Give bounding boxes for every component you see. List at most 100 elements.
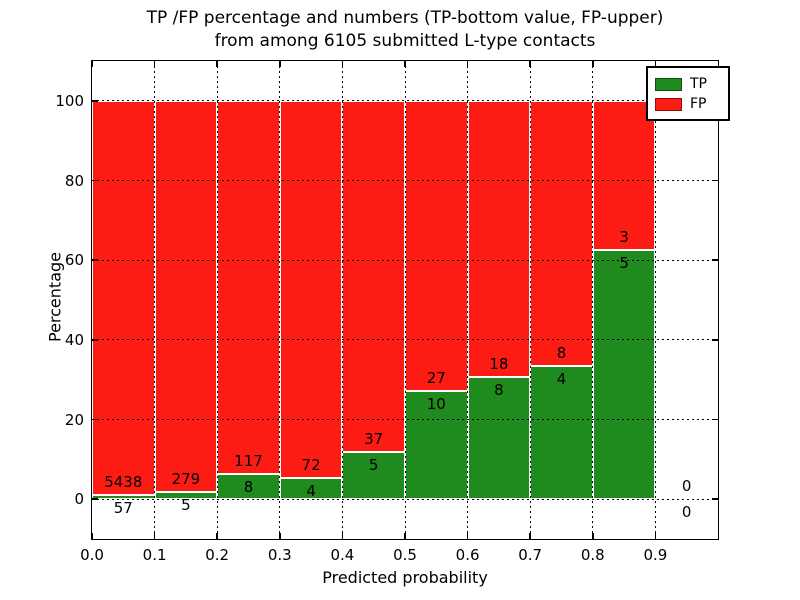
x-tick-label: 0.4 — [330, 546, 355, 564]
y-tick — [92, 259, 98, 261]
bar-segment-fp — [154, 100, 218, 493]
bar-segment-fp — [467, 100, 531, 377]
fp-count-label: 279 — [171, 470, 201, 489]
bar-segment-fp — [92, 100, 155, 496]
fp-count-label: 18 — [489, 354, 509, 373]
x-tick — [529, 533, 531, 539]
y-tick-right — [712, 259, 718, 261]
x-tick — [279, 533, 281, 539]
fp-count-label: 117 — [234, 451, 263, 470]
x-tick-label: 0.6 — [455, 546, 480, 564]
y-gridline — [92, 259, 718, 261]
y-tick — [92, 418, 98, 421]
x-tick-top — [279, 61, 281, 67]
x-gridline — [154, 61, 156, 539]
x-tick — [466, 533, 469, 539]
x-tick-label: 0.0 — [80, 546, 104, 564]
tp-count-label: 5 — [619, 254, 629, 273]
x-gridline — [467, 61, 469, 539]
y-tick-right — [712, 498, 718, 500]
y-tick-label: 40 — [64, 330, 84, 349]
y-tick — [92, 498, 98, 500]
fp-count-label: 37 — [364, 429, 384, 448]
x-tick-top — [153, 61, 156, 67]
y-tick — [92, 100, 98, 102]
legend-entry-fp: FP — [655, 94, 721, 114]
tp-swatch-icon — [655, 77, 682, 91]
tp-count-label: 8 — [243, 477, 254, 496]
x-tick — [216, 533, 218, 539]
tp-count-label: 4 — [556, 370, 567, 389]
x-tick — [592, 533, 594, 539]
fp-count-label: 5438 — [104, 473, 143, 492]
fp-count-label: 27 — [426, 369, 446, 388]
fp-count-label: 3 — [619, 228, 629, 247]
x-tick-top — [466, 61, 469, 67]
y-tick-label: 80 — [64, 171, 84, 190]
fp-count-label: 0 — [681, 477, 692, 496]
tp-count-label: 57 — [113, 499, 133, 518]
y-gridline — [92, 419, 718, 420]
fp-swatch-icon — [655, 97, 682, 111]
y-tick-right — [712, 179, 718, 182]
tp-count-label: 4 — [306, 482, 316, 501]
y-tick — [92, 179, 98, 182]
tp-count-label: 0 — [681, 503, 692, 522]
y-gridline — [92, 100, 718, 102]
x-tick-label: 0.8 — [580, 546, 605, 564]
x-gridline — [216, 61, 218, 539]
x-gridline — [654, 61, 656, 539]
x-tick-label: 0.3 — [267, 546, 292, 564]
tp-count-label: 10 — [426, 395, 446, 414]
x-tick-label: 0.2 — [205, 546, 230, 564]
tp-count-label: 5 — [181, 496, 191, 515]
chart-title: TP /FP percentage and numbers (TP-bottom… — [92, 7, 718, 53]
y-gridline — [92, 498, 718, 500]
y-gridline — [92, 180, 718, 181]
y-tick-right — [712, 339, 718, 341]
bar-segment-tp — [592, 250, 656, 500]
bar-segment-tp — [217, 473, 280, 500]
x-tick-label: 0.5 — [393, 546, 417, 564]
tp-count-label: 5 — [368, 455, 379, 474]
tp-count-label: 8 — [494, 380, 504, 399]
bar-segment-fp — [217, 100, 280, 474]
x-tick — [404, 533, 406, 539]
bar-segment-tp — [405, 391, 468, 500]
fp-count-label: 8 — [556, 344, 567, 363]
bar-segment-fp — [530, 100, 593, 367]
legend-label-fp: FP — [690, 96, 707, 112]
x-tick-top — [216, 61, 218, 67]
bar-segment-fp — [279, 100, 343, 479]
y-gridline — [92, 339, 718, 341]
x-gridline — [341, 61, 343, 539]
y-tick-label: 100 — [55, 91, 84, 110]
x-tick — [341, 533, 344, 539]
y-tick-label: 0 — [74, 490, 84, 509]
bar-segment-fp — [342, 100, 405, 452]
y-tick — [92, 339, 98, 341]
y-tick-right — [712, 418, 718, 421]
x-tick-label: 0.1 — [142, 546, 167, 564]
y-tick-label: 60 — [64, 251, 84, 270]
x-axis-label: Predicted probability — [322, 568, 488, 587]
bar-segment-tp — [530, 366, 593, 500]
x-tick-top — [592, 61, 594, 67]
legend: TP FP — [646, 66, 730, 121]
x-gridline — [404, 61, 406, 539]
fp-count-label: 72 — [301, 456, 321, 475]
bar-segment-tp — [342, 451, 405, 500]
x-gridline — [592, 61, 594, 539]
x-tick-top — [404, 61, 406, 67]
x-tick-top — [654, 61, 657, 67]
x-tick-top — [341, 61, 344, 67]
x-tick — [91, 533, 93, 539]
y-tick-label: 20 — [64, 410, 84, 429]
x-gridline — [529, 61, 531, 539]
x-tick — [153, 533, 156, 539]
legend-label-tp: TP — [690, 76, 707, 92]
chart-title-line-1: TP /FP percentage and numbers (TP-bottom… — [146, 8, 664, 28]
chart-title-line-2: from among 6105 submitted L-type contact… — [214, 31, 596, 51]
x-tick-label: 0.7 — [518, 546, 543, 564]
